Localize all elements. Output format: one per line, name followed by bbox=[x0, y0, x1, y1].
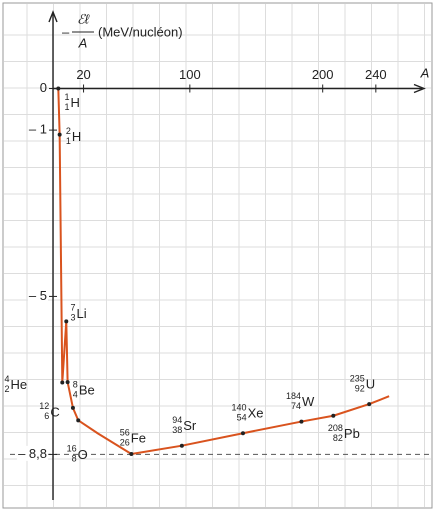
mass-number: 1 bbox=[64, 92, 69, 102]
label-bg bbox=[17, 445, 48, 461]
point bbox=[240, 431, 245, 436]
y-label-sign: – bbox=[62, 24, 70, 39]
mass-number: 7 bbox=[70, 303, 75, 313]
atomic-number: 54 bbox=[237, 413, 247, 423]
y-arrow bbox=[48, 10, 58, 23]
point bbox=[331, 413, 336, 418]
point bbox=[179, 443, 184, 448]
element-symbol: O bbox=[78, 447, 88, 462]
point bbox=[70, 405, 75, 410]
x-tick-label: 20 bbox=[76, 67, 90, 82]
atomic-number: 8 bbox=[72, 454, 77, 464]
element-symbol: Xe bbox=[248, 406, 264, 421]
x-tick-label: 100 bbox=[179, 67, 201, 82]
point bbox=[64, 319, 69, 324]
mass-number: 2 bbox=[66, 126, 71, 136]
atomic-number: 74 bbox=[291, 401, 301, 411]
point bbox=[367, 402, 372, 407]
mass-number: 8 bbox=[73, 379, 78, 389]
label-bg bbox=[27, 121, 48, 137]
atomic-number: 26 bbox=[120, 437, 130, 447]
element-symbol: Sr bbox=[183, 418, 197, 433]
curve bbox=[57, 88, 390, 456]
y-label-numerator: ℰℓ bbox=[77, 11, 90, 26]
point bbox=[76, 418, 81, 423]
element-symbol: W bbox=[302, 394, 315, 409]
element-symbol: H bbox=[71, 95, 80, 110]
point bbox=[129, 452, 134, 457]
atomic-number: 1 bbox=[66, 136, 71, 146]
element-symbol: Li bbox=[76, 306, 86, 321]
frame bbox=[2, 2, 433, 509]
y-tick-label: – 1 bbox=[29, 122, 47, 137]
point bbox=[56, 86, 61, 91]
mass-number: 184 bbox=[286, 391, 301, 401]
x-tick-label: 200 bbox=[312, 67, 334, 82]
x-label: A bbox=[420, 65, 430, 80]
mass-number: 140 bbox=[232, 403, 247, 413]
mass-number: 208 bbox=[328, 423, 343, 433]
point bbox=[57, 132, 62, 137]
mass-number: 16 bbox=[67, 444, 77, 454]
atomic-number: 4 bbox=[73, 389, 78, 399]
mass-number: 56 bbox=[120, 427, 130, 437]
mass-number: 12 bbox=[39, 401, 49, 411]
atomic-number: 1 bbox=[64, 102, 69, 112]
atomic-number: 3 bbox=[70, 313, 75, 323]
element-symbol: Be bbox=[79, 383, 95, 398]
atomic-number: 6 bbox=[44, 411, 49, 421]
y-label-unit: (MeV/nucléon) bbox=[98, 24, 183, 39]
atomic-number: 38 bbox=[172, 425, 182, 435]
atomic-number: 2 bbox=[4, 384, 9, 394]
x-tick-label: 240 bbox=[365, 67, 387, 82]
element-symbol: Fe bbox=[131, 430, 146, 445]
element-symbol: Pb bbox=[344, 426, 360, 441]
point bbox=[299, 419, 304, 424]
mass-number: 235 bbox=[350, 373, 365, 383]
mass-number: 4 bbox=[4, 374, 9, 384]
y-tick-label: – 8,8 bbox=[18, 446, 47, 461]
x-arrow bbox=[413, 83, 426, 94]
point bbox=[65, 380, 70, 385]
y-label-denominator: A bbox=[78, 35, 88, 50]
y-tick-label: 0 bbox=[40, 80, 47, 95]
element-symbol: C bbox=[50, 404, 59, 419]
atomic-number: 92 bbox=[355, 383, 365, 393]
mass-number: 94 bbox=[172, 415, 182, 425]
atomic-number: 82 bbox=[333, 433, 343, 443]
element-symbol: H bbox=[72, 129, 81, 144]
y-tick-label: – 5 bbox=[29, 288, 47, 303]
element-symbol: U bbox=[366, 377, 375, 392]
point bbox=[60, 380, 65, 385]
element-symbol: He bbox=[10, 377, 27, 392]
label-bg bbox=[27, 287, 48, 303]
